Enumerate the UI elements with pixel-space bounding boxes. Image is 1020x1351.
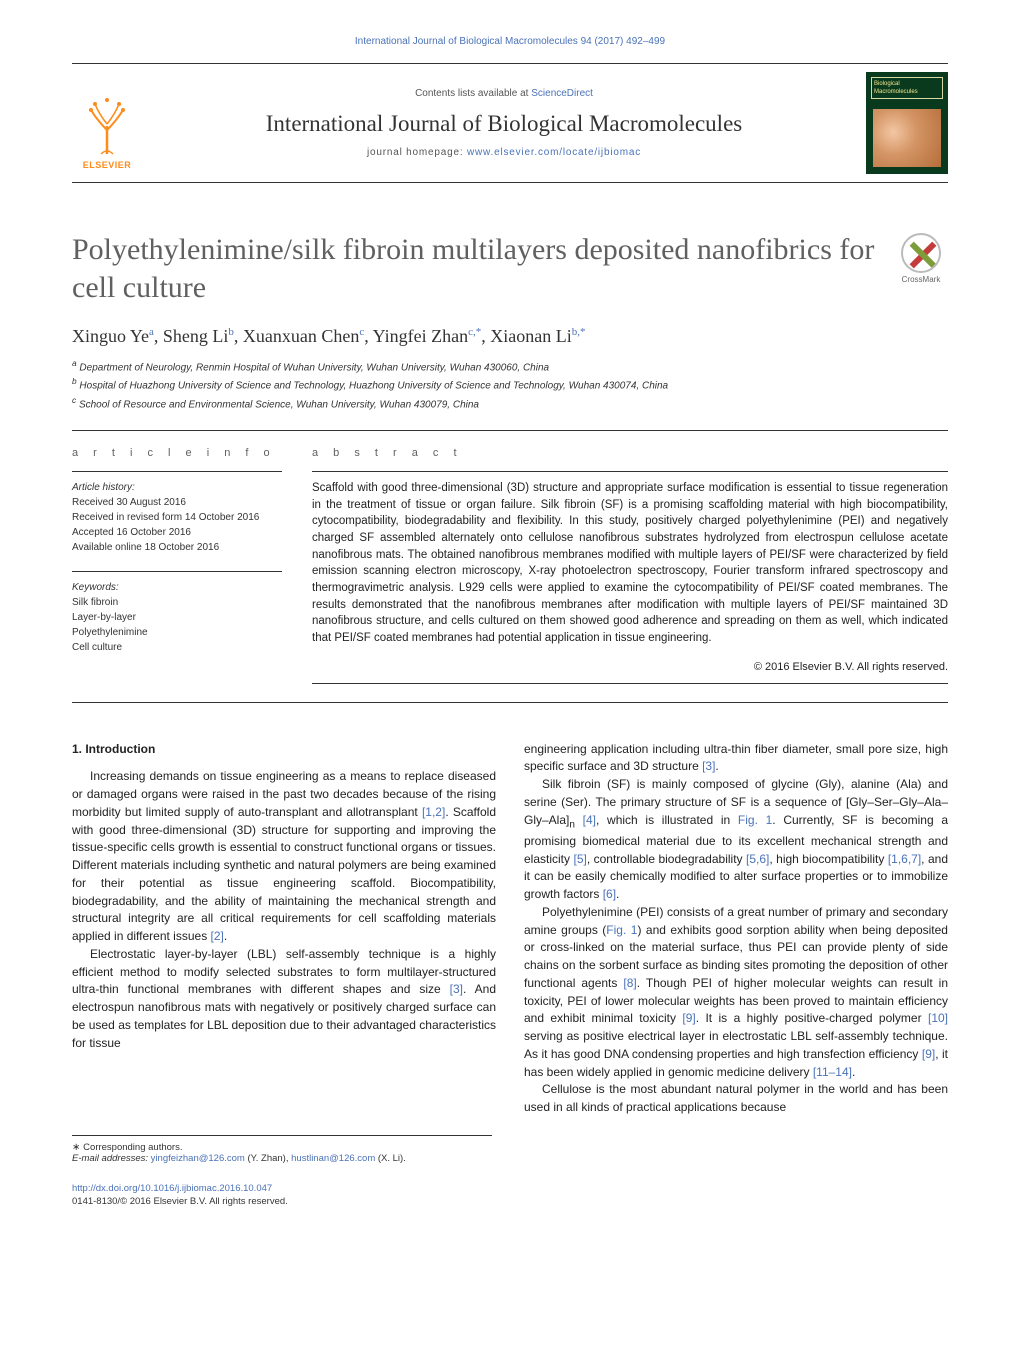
article-title: Polyethylenimine/silk fibroin multilayer…: [72, 231, 882, 306]
elsevier-logo[interactable]: ELSEVIER: [72, 72, 142, 174]
sciencedirect-line: Contents lists available at ScienceDirec…: [415, 88, 593, 99]
journal-homepage-link[interactable]: www.elsevier.com/locate/ijbiomac: [467, 147, 641, 158]
elsevier-label: ELSEVIER: [83, 160, 132, 170]
corr-author-note: ∗ Corresponding authors.: [72, 1142, 492, 1153]
journal-header: ELSEVIER Contents lists available at Sci…: [72, 63, 948, 183]
keywords-list: Silk fibroinLayer-by-layerPolyethylenimi…: [72, 595, 282, 655]
journal-homepage-line: journal homepage: www.elsevier.com/locat…: [367, 147, 641, 158]
issn-line: 0141-8130/© 2016 Elsevier B.V. All right…: [72, 1195, 492, 1208]
emails: yingfeizhan@126.com (Y. Zhan), hustlinan…: [151, 1153, 406, 1164]
corr-label: Corresponding authors.: [83, 1142, 182, 1153]
crossmark-icon: [901, 233, 941, 273]
abstract-heading: a b s t r a c t: [312, 447, 948, 459]
divider: [312, 683, 948, 684]
page: International Journal of Biological Macr…: [0, 0, 1020, 1244]
journal-header-center: Contents lists available at ScienceDirec…: [142, 72, 866, 174]
journal-cover-art: [873, 109, 941, 167]
article-info-heading: a r t i c l e i n f o: [72, 447, 282, 459]
para-list: Increasing demands on tissue engineering…: [72, 768, 496, 1052]
elsevier-tree-icon: [79, 96, 135, 156]
homepage-label: journal homepage:: [367, 147, 467, 158]
divider: [72, 571, 282, 572]
body-col-left: 1. Introduction Increasing demands on ti…: [72, 741, 496, 1117]
sd-pre: Contents lists available at: [415, 88, 531, 99]
body-col-right: engineering application including ultra-…: [524, 741, 948, 1117]
divider: [312, 471, 948, 472]
authors: Xinguo Yea, Sheng Lib, Xuanxuan Chenc, Y…: [72, 326, 948, 347]
abstract-copyright: © 2016 Elsevier B.V. All rights reserved…: [312, 661, 948, 673]
divider: [72, 471, 282, 472]
section-heading: 1. Introduction: [72, 741, 496, 759]
journal-cover-label: Biological Macromolecules: [871, 77, 943, 99]
email-label: E-mail addresses:: [72, 1153, 148, 1164]
journal-title: International Journal of Biological Macr…: [266, 111, 742, 137]
crossmark-badge[interactable]: CrossMark: [894, 233, 948, 287]
abstract-column: a b s t r a c t Scaffold with good three…: [302, 447, 948, 684]
email-line: E-mail addresses: yingfeizhan@126.com (Y…: [72, 1153, 492, 1164]
para-list: engineering application including ultra-…: [524, 741, 948, 1117]
divider: [72, 702, 948, 703]
divider: [72, 430, 948, 431]
article-history: Article history: Received 30 August 2016…: [72, 480, 282, 555]
keywords-block: Keywords: Silk fibroinLayer-by-layerPoly…: [72, 580, 282, 655]
history-list: Received 30 August 2016Received in revis…: [72, 495, 282, 555]
article-info-column: a r t i c l e i n f o Article history: R…: [72, 447, 302, 684]
crossmark-label: CrossMark: [902, 275, 941, 284]
footnotes: ∗ Corresponding authors. E-mail addresse…: [72, 1135, 492, 1164]
history-label: Article history:: [72, 480, 282, 495]
body-columns: 1. Introduction Increasing demands on ti…: [72, 741, 948, 1117]
citation-link[interactable]: International Journal of Biological Macr…: [72, 36, 948, 47]
doi-block: http://dx.doi.org/10.1016/j.ijbiomac.201…: [72, 1182, 492, 1209]
doi-link[interactable]: http://dx.doi.org/10.1016/j.ijbiomac.201…: [72, 1182, 492, 1195]
sciencedirect-link[interactable]: ScienceDirect: [531, 88, 593, 99]
journal-cover-thumb[interactable]: Biological Macromolecules: [866, 72, 948, 174]
affiliations: a Department of Neurology, Renmin Hospit…: [72, 357, 948, 412]
keywords-label: Keywords:: [72, 580, 282, 595]
abstract-text: Scaffold with good three-dimensional (3D…: [312, 480, 948, 647]
